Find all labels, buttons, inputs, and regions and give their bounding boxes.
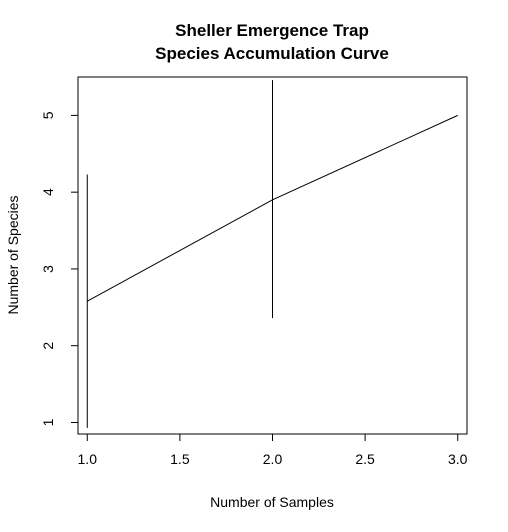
y-tick-label: 3	[40, 265, 56, 273]
y-tick-label: 1	[40, 418, 56, 426]
x-tick-label: 1.0	[78, 451, 98, 467]
x-axis: 1.0 1.5 2.0 2.5 3.0	[78, 433, 468, 467]
chart-title-line-1: Sheller Emergence Trap	[175, 21, 369, 40]
y-tick-label: 2	[40, 342, 56, 350]
y-axis-label: Number of Species	[5, 195, 21, 314]
error-bars	[86, 80, 273, 428]
chart-title-line-2: Species Accumulation Curve	[155, 44, 389, 63]
x-tick-label: 3.0	[448, 451, 468, 467]
series-lines	[87, 114, 458, 302]
y-axis: 1 2 3 4 5	[40, 111, 79, 426]
x-tick-label: 1.5	[170, 451, 190, 467]
series-line	[87, 114, 458, 302]
x-axis-label: Number of Samples	[210, 494, 334, 510]
x-tick-label: 2.5	[355, 451, 375, 467]
x-tick-label: 2.0	[263, 451, 283, 467]
y-tick-label: 5	[40, 111, 56, 119]
y-tick-label: 4	[40, 188, 56, 196]
